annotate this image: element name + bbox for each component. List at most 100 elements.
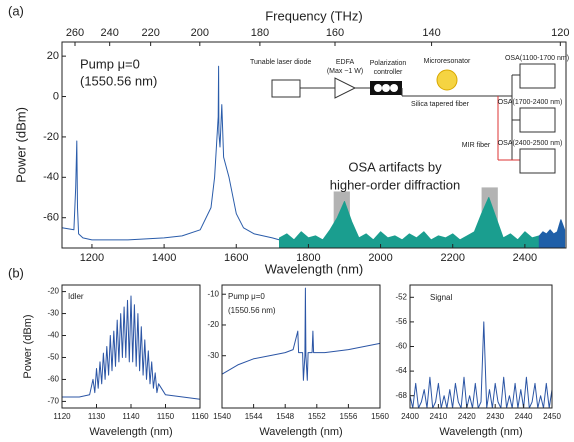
y-tick-label: -20	[47, 287, 59, 296]
annotation: Pump μ=0	[228, 292, 265, 301]
x-tick-label: 1120	[53, 412, 71, 421]
x-tick-label: 1150	[157, 412, 175, 421]
y-tick-label: -10	[207, 289, 219, 298]
inset-label: controller	[374, 69, 403, 76]
spectrum-line	[279, 197, 540, 249]
x2-tick-label: 220	[141, 27, 159, 39]
y-tick-label: 20	[47, 50, 59, 62]
annotation: OSA artifacts by	[348, 159, 442, 174]
spectrum-line	[409, 321, 553, 409]
annotation: (1550.56 nm)	[228, 306, 276, 315]
osa	[519, 63, 556, 89]
plot-frame	[221, 284, 381, 409]
inset-label: OSA(1100-1700 nm)	[505, 55, 569, 62]
x-axis-label: Wavelength (nm)	[259, 426, 342, 438]
x-tick-label: 1400	[152, 252, 176, 264]
inset-label: Tunable laser diode	[250, 59, 311, 66]
x-axis-label: Wavelength (nm)	[439, 426, 522, 438]
x-tick-label: 2410	[430, 412, 448, 421]
y-tick-label: -20	[43, 131, 59, 143]
annotation: Signal	[430, 293, 452, 302]
inset-label: Polarization	[370, 60, 407, 67]
setup-inset: Tunable laser diode EDFA (Max ~1 W) Pola…	[250, 55, 569, 174]
paddle	[382, 84, 390, 92]
inset-label: Silica tapered fiber	[411, 101, 470, 108]
spectrum-line	[61, 65, 280, 241]
laser-box	[271, 79, 301, 98]
y-axis-label: Power (dBm)	[22, 314, 34, 378]
y-tick-label: -70	[47, 397, 59, 406]
x-tick-label: 2400	[513, 252, 537, 264]
x-tick-label: 1540	[213, 412, 231, 421]
x2-axis-label: Frequency (THz)	[265, 8, 363, 23]
annotation: Idler	[68, 292, 84, 301]
y-tick-label: -40	[43, 171, 59, 183]
x2-tick-label: 160	[326, 27, 344, 39]
x-tick-label: 2200	[440, 252, 464, 264]
spectrum-line	[538, 219, 566, 249]
edfa	[334, 77, 357, 99]
inset-label: Microresonator	[424, 58, 471, 65]
y-tick-label: -68	[395, 391, 407, 400]
y-tick-label: -56	[395, 317, 407, 326]
panel: 1540 1544 1548 1552 1556 1560 -10 -20 -30 Wavelen…	[207, 284, 389, 438]
y-tick-label: -52	[395, 292, 407, 301]
x-tick-label: 2420	[458, 412, 476, 421]
x2-tick-label: 200	[191, 27, 209, 39]
y-axis-label: Power (dBm)	[13, 107, 28, 183]
y-tick-label: -40	[47, 331, 59, 340]
inset-label: OSA(2400-2500 nm)	[498, 140, 563, 147]
x2-tick-label: 260	[66, 27, 84, 39]
x-tick-label: 2000	[368, 252, 392, 264]
inset-label: MIR fiber	[462, 142, 491, 149]
y-tick-label: -60	[43, 212, 59, 224]
x-tick-label: 1544	[245, 412, 263, 421]
spectrum-line	[62, 295, 201, 400]
inset-label: EDFA	[336, 59, 355, 66]
x-tick-label: 1200	[80, 252, 104, 264]
x-tick-label: 2430	[486, 412, 504, 421]
osa	[519, 148, 556, 174]
x2-tick-label: 120	[551, 27, 569, 39]
x-axis-label: Wavelength (nm)	[265, 261, 364, 276]
y-tick-label: -20	[207, 320, 219, 329]
x-tick-label: 2440	[515, 412, 533, 421]
osa	[519, 107, 556, 133]
x-tick-label: 1552	[308, 412, 326, 421]
x2-tick-label: 180	[251, 27, 269, 39]
x-tick-label: 1560	[371, 412, 389, 421]
annotation: higher-order diffraction	[330, 177, 461, 192]
panel: (a)1200 1400 1600 1800 2000 2200 2400-60-40-20…	[8, 3, 570, 276]
x2-tick-label: 240	[100, 27, 118, 39]
inset-label: (Max ~1 W)	[327, 68, 363, 75]
y-tick-label: -64	[395, 366, 407, 375]
x2-tick-label: 140	[422, 27, 440, 39]
microresonator	[436, 69, 458, 91]
x-tick-label: 2450	[543, 412, 561, 421]
paddle	[374, 84, 382, 92]
inset-label: OSA(1700-2400 nm)	[498, 99, 563, 106]
panel-label: (a)	[8, 3, 24, 18]
panel: (b) 1120 1130 1140 1150 1160 -20 -30 -40 -50 -60 -7…	[8, 265, 209, 437]
x-tick-label: 2400	[401, 412, 419, 421]
plot-frame	[61, 41, 567, 249]
paddle	[390, 84, 398, 92]
y-tick-label: -30	[47, 309, 59, 318]
y-tick-label: -50	[47, 353, 59, 362]
y-tick-label: -60	[395, 342, 407, 351]
x-axis-label: Wavelength (nm)	[89, 426, 172, 438]
annotation: Pump μ=0	[80, 56, 140, 71]
x-tick-label: 1600	[224, 252, 248, 264]
panel-label: (b)	[8, 265, 24, 280]
x-tick-label: 1556	[340, 412, 358, 421]
y-tick-label: 0	[53, 90, 59, 102]
x-tick-label: 1130	[88, 412, 106, 421]
x-tick-label: 1140	[122, 412, 140, 421]
x-tick-label: 1160	[191, 412, 209, 421]
annotation: (1550.56 nm)	[80, 73, 157, 88]
panel: 2400 2410 2420 2430 2440 2450 -52 -56 -60 -64 -68 W…	[395, 284, 561, 438]
spectrum-line	[221, 287, 381, 381]
y-tick-label: -30	[207, 351, 219, 360]
y-tick-label: -60	[47, 375, 59, 384]
